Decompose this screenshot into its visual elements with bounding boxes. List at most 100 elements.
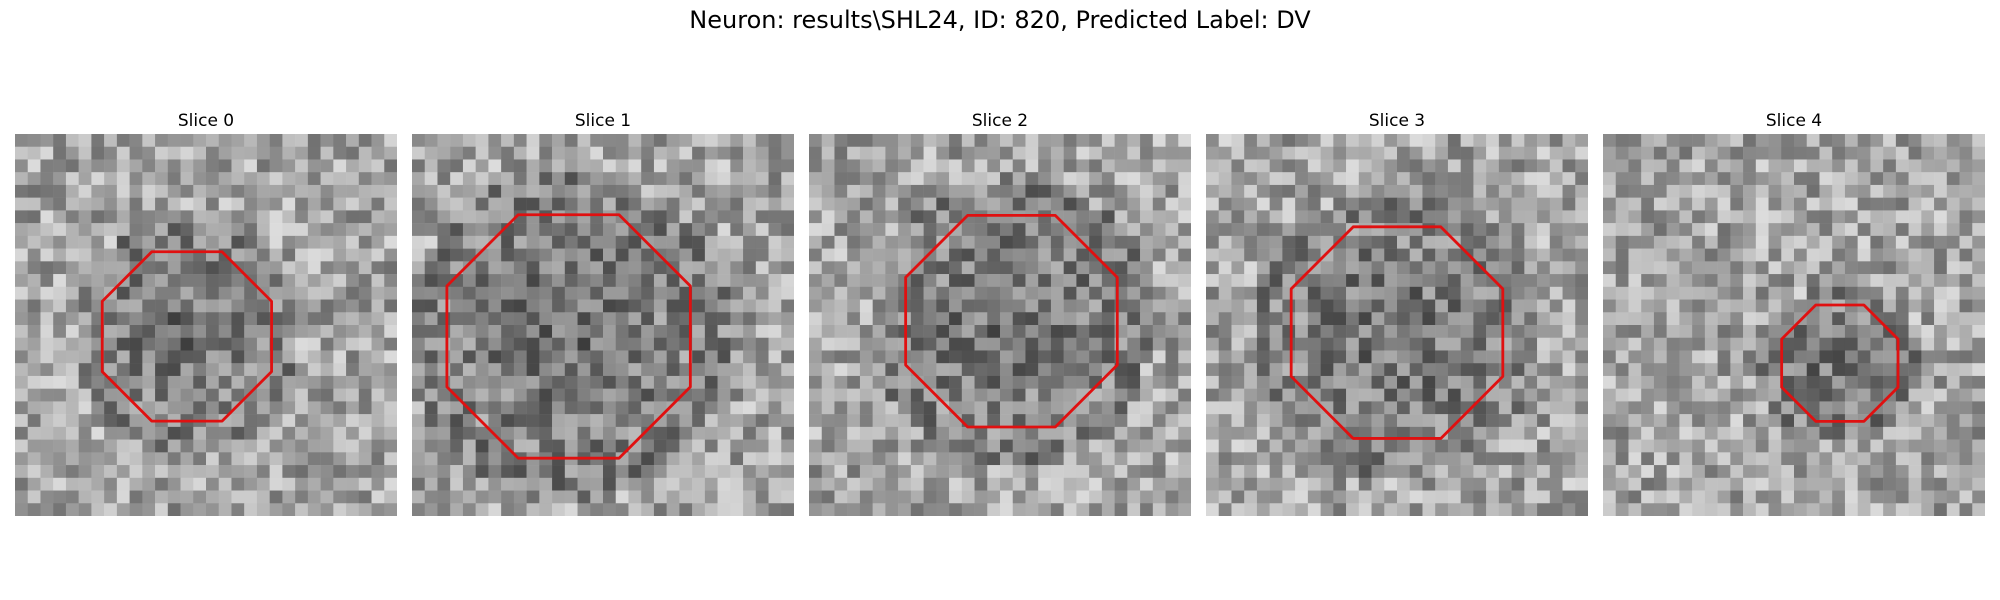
pixel bbox=[809, 375, 822, 389]
pixel bbox=[1231, 325, 1245, 338]
pixel bbox=[1000, 350, 1013, 364]
pixel bbox=[1562, 134, 1576, 147]
pixel bbox=[1473, 401, 1487, 415]
pixel bbox=[104, 159, 118, 173]
pixel bbox=[1050, 223, 1064, 237]
pixel bbox=[1794, 490, 1807, 504]
pixel bbox=[15, 223, 28, 237]
pixel bbox=[346, 452, 360, 466]
pixel bbox=[679, 172, 693, 186]
pixel bbox=[1231, 490, 1245, 504]
slice-title-3: Slice 3 bbox=[1368, 111, 1426, 131]
pixel bbox=[371, 235, 385, 249]
pixel bbox=[320, 235, 334, 249]
pixel bbox=[269, 375, 283, 389]
pixel bbox=[1537, 452, 1551, 466]
pixel bbox=[218, 274, 232, 288]
pixel bbox=[603, 146, 616, 160]
pixel bbox=[320, 465, 334, 479]
pixel bbox=[1768, 325, 1782, 338]
pixel bbox=[603, 299, 616, 313]
pixel bbox=[1615, 426, 1629, 440]
pixel bbox=[1231, 388, 1245, 402]
pixel bbox=[717, 274, 731, 288]
pixel bbox=[1768, 235, 1782, 249]
pixel bbox=[412, 503, 425, 516]
pixel bbox=[1717, 286, 1731, 300]
pixel bbox=[885, 375, 899, 389]
pixel bbox=[1460, 159, 1474, 173]
pixel bbox=[450, 299, 464, 313]
pixel bbox=[1549, 134, 1563, 147]
pixel bbox=[167, 503, 181, 516]
pixel bbox=[231, 363, 245, 377]
pixel bbox=[412, 223, 425, 237]
pixel bbox=[1127, 414, 1141, 428]
pixel bbox=[1959, 490, 1973, 504]
pixel bbox=[142, 159, 156, 173]
pixel bbox=[346, 439, 360, 453]
pixel bbox=[834, 299, 848, 313]
pixel bbox=[358, 235, 372, 249]
pixel bbox=[1244, 388, 1258, 402]
pixel bbox=[743, 465, 757, 479]
pixel bbox=[730, 503, 744, 516]
pixel bbox=[768, 426, 782, 440]
pixel bbox=[256, 337, 270, 351]
pixel bbox=[1346, 299, 1360, 313]
pixel bbox=[218, 286, 232, 300]
pixel bbox=[1946, 299, 1960, 313]
pixel bbox=[1692, 159, 1706, 173]
pixel bbox=[437, 337, 451, 351]
pixel bbox=[1615, 388, 1629, 402]
pixel bbox=[1730, 477, 1744, 491]
pixel bbox=[1114, 184, 1128, 198]
pixel bbox=[1768, 184, 1782, 198]
pixel bbox=[1346, 490, 1360, 504]
pixel bbox=[1844, 248, 1858, 262]
pixel bbox=[1307, 312, 1321, 326]
pixel bbox=[885, 337, 899, 351]
pixel bbox=[231, 146, 245, 160]
pixel bbox=[1422, 197, 1436, 211]
pixel bbox=[1666, 235, 1680, 249]
pixel bbox=[781, 299, 794, 313]
pixel bbox=[809, 134, 822, 147]
pixel bbox=[15, 350, 28, 364]
pixel bbox=[1895, 401, 1909, 415]
pixel bbox=[1409, 261, 1423, 275]
pixel bbox=[987, 299, 1001, 313]
pixel bbox=[1384, 248, 1398, 262]
pixel bbox=[1320, 286, 1334, 300]
pixel bbox=[692, 490, 706, 504]
pixel bbox=[218, 490, 232, 504]
pixel bbox=[1857, 490, 1871, 504]
pixel bbox=[65, 503, 79, 516]
pixel bbox=[1883, 286, 1897, 300]
pixel bbox=[1140, 325, 1154, 338]
pixel bbox=[269, 426, 283, 440]
pixel bbox=[1934, 503, 1948, 516]
pixel bbox=[65, 184, 79, 198]
pixel bbox=[295, 490, 309, 504]
pixel bbox=[564, 363, 578, 377]
pixel bbox=[666, 375, 680, 389]
pixel bbox=[1307, 426, 1321, 440]
pixel bbox=[1575, 223, 1588, 237]
pixel bbox=[1358, 210, 1372, 224]
pixel bbox=[1832, 159, 1846, 173]
pixel bbox=[1743, 490, 1757, 504]
pixel bbox=[1409, 337, 1423, 351]
pixel bbox=[462, 490, 476, 504]
pixel bbox=[53, 312, 67, 326]
pixel bbox=[346, 248, 360, 262]
pixel bbox=[1679, 197, 1693, 211]
pixel bbox=[717, 503, 731, 516]
pixel bbox=[755, 134, 769, 147]
pixel bbox=[1346, 439, 1360, 453]
pixel bbox=[78, 146, 92, 160]
pixel bbox=[1152, 350, 1166, 364]
pixel bbox=[1498, 490, 1512, 504]
pixel bbox=[104, 490, 118, 504]
pixel bbox=[1447, 363, 1461, 377]
